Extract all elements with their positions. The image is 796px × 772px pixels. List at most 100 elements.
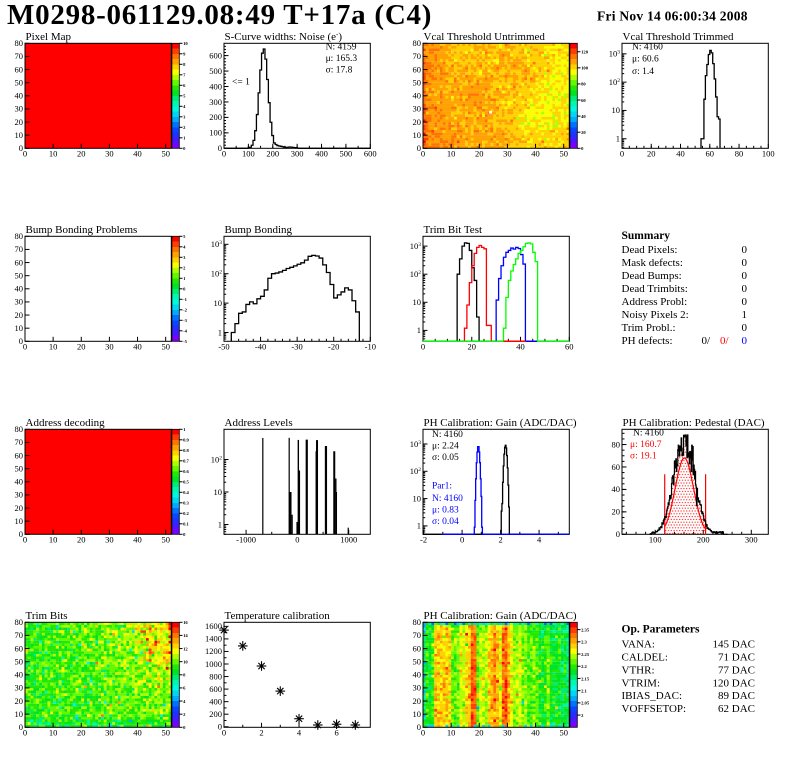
svg-text:Trim Probl.:: Trim Probl.: (622, 322, 676, 334)
svg-text:50: 50 (559, 149, 568, 159)
svg-text:12: 12 (183, 646, 188, 651)
svg-text:7: 7 (183, 73, 186, 78)
svg-text:60: 60 (565, 342, 574, 352)
svg-text:40: 40 (133, 149, 142, 159)
svg-text:0/: 0/ (701, 335, 711, 347)
svg-text:4: 4 (183, 104, 186, 109)
svg-text:N: 4160: N: 4160 (633, 429, 664, 439)
svg-text:-30: -30 (291, 342, 302, 352)
svg-text:60: 60 (15, 257, 24, 267)
svg-text:0: 0 (183, 146, 186, 151)
svg-text:40: 40 (15, 670, 24, 680)
svg-text:50: 50 (161, 535, 170, 545)
svg-text:-1000: -1000 (236, 535, 256, 545)
svg-text:70: 70 (15, 244, 24, 254)
svg-text:200: 200 (697, 535, 710, 545)
svg-text:0/: 0/ (720, 335, 730, 347)
svg-text:-2: -2 (183, 308, 188, 313)
svg-text:Summary: Summary (622, 230, 671, 242)
svg-text:Dead Trimbits:: Dead Trimbits: (622, 283, 688, 295)
svg-text:30: 30 (503, 149, 512, 159)
svg-text:M0298-061129.08:49 T+17a (C4): M0298-061129.08:49 T+17a (C4) (7, 0, 432, 31)
svg-text:0.9: 0.9 (183, 438, 189, 443)
svg-text:0: 0 (421, 149, 425, 159)
svg-text:0: 0 (742, 257, 748, 269)
svg-text:20: 20 (77, 728, 86, 738)
svg-text:10: 10 (447, 149, 456, 159)
svg-text:20: 20 (15, 503, 24, 513)
svg-text:50: 50 (15, 271, 24, 281)
svg-text:103: 103 (609, 49, 621, 59)
svg-text:μ: 2.24: μ: 2.24 (432, 442, 459, 452)
svg-text:1: 1 (183, 276, 186, 281)
svg-text:102: 102 (410, 466, 422, 476)
svg-text:PH defects:: PH defects: (622, 335, 673, 347)
svg-text:600: 600 (209, 684, 222, 694)
svg-text:-10: -10 (365, 342, 376, 352)
svg-text:100: 100 (209, 128, 222, 138)
svg-text:60: 60 (612, 462, 621, 472)
svg-text:30: 30 (105, 728, 114, 738)
svg-text:30: 30 (105, 342, 114, 352)
svg-text:70: 70 (413, 51, 422, 61)
svg-text:0: 0 (581, 146, 584, 151)
svg-text:1: 1 (742, 309, 748, 321)
svg-text:10: 10 (413, 493, 422, 503)
svg-text:PH Calibration: Gain (ADC/DAC): PH Calibration: Gain (ADC/DAC) (424, 417, 577, 429)
svg-text:0: 0 (421, 342, 425, 352)
svg-text:5: 5 (183, 234, 186, 239)
svg-text:Dead Bumps:: Dead Bumps: (622, 270, 682, 282)
svg-text:80: 80 (735, 149, 744, 159)
svg-text:-20: -20 (328, 342, 339, 352)
svg-text:20: 20 (77, 149, 86, 159)
svg-text:0.3: 0.3 (183, 501, 189, 506)
svg-text:10: 10 (183, 660, 188, 665)
svg-text:30: 30 (15, 297, 24, 307)
svg-text:50: 50 (15, 657, 24, 667)
svg-text:20: 20 (413, 117, 422, 127)
svg-text:N: 4160: N: 4160 (432, 430, 463, 440)
svg-text:30: 30 (15, 104, 24, 114)
svg-text:μ: 160.7: μ: 160.7 (630, 440, 662, 450)
svg-text:0.1: 0.1 (183, 522, 189, 527)
svg-text:20: 20 (612, 507, 621, 517)
svg-text:μ: 0.83: μ: 0.83 (432, 506, 459, 516)
svg-text:0: 0 (742, 270, 748, 282)
svg-text:N: 4160: N: 4160 (432, 494, 463, 504)
svg-text:10: 10 (413, 130, 422, 140)
svg-text:70: 70 (15, 51, 24, 61)
svg-text:8: 8 (183, 673, 186, 678)
svg-text:0: 0 (417, 143, 421, 153)
svg-text:10: 10 (49, 342, 58, 352)
svg-text:σ: 0.04: σ: 0.04 (432, 517, 459, 527)
svg-text:800: 800 (209, 671, 222, 681)
svg-text:102: 102 (609, 77, 621, 87)
svg-text:4: 4 (183, 699, 186, 704)
svg-text:1400: 1400 (205, 634, 222, 644)
svg-text:Trim Bit Test: Trim Bit Test (424, 224, 483, 236)
svg-text:4: 4 (183, 245, 186, 250)
svg-text:N: 4159: N: 4159 (326, 43, 357, 53)
svg-text:40: 40 (676, 149, 685, 159)
svg-text:400: 400 (209, 696, 222, 706)
svg-text:σ: 1.4: σ: 1.4 (632, 67, 654, 77)
svg-text:1: 1 (183, 427, 186, 432)
svg-text:2: 2 (259, 728, 263, 738)
svg-text:30: 30 (15, 683, 24, 693)
svg-text:40: 40 (133, 728, 142, 738)
svg-text:200: 200 (209, 709, 222, 719)
svg-text:2: 2 (183, 125, 186, 130)
svg-text:120: 120 (581, 50, 589, 55)
svg-text:0: 0 (460, 535, 464, 545)
svg-text:2: 2 (183, 266, 186, 271)
svg-text:0.7: 0.7 (183, 459, 189, 464)
svg-text:10: 10 (15, 709, 24, 719)
svg-text:20: 20 (15, 696, 24, 706)
svg-text:30: 30 (15, 490, 24, 500)
svg-text:8: 8 (183, 62, 186, 67)
svg-text:20: 20 (647, 149, 656, 159)
svg-text:10: 10 (15, 323, 24, 333)
svg-text:0: 0 (218, 143, 222, 153)
svg-text:60: 60 (15, 643, 24, 653)
svg-text:40: 40 (612, 484, 621, 494)
